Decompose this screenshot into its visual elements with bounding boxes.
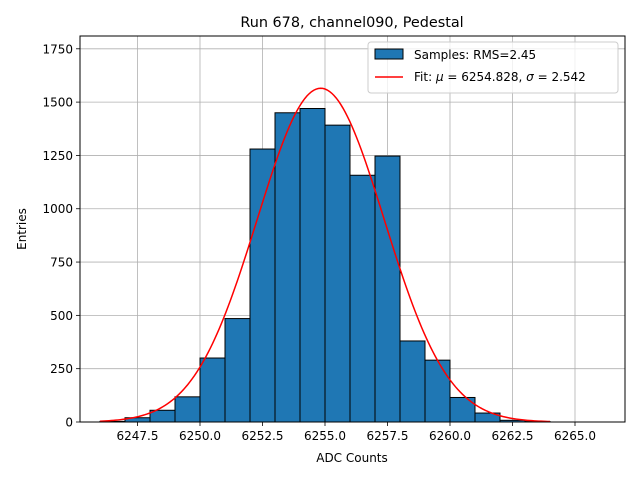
x-tick-label: 6257.5 [367, 429, 409, 443]
legend-histogram-label: Samples: RMS=2.45 [414, 48, 536, 62]
histogram-bar [175, 397, 200, 422]
legend-histogram-swatch [375, 49, 403, 59]
y-tick-label: 500 [50, 309, 73, 323]
y-axis-label: Entries [15, 208, 29, 250]
x-tick-label: 6250.0 [179, 429, 221, 443]
y-tick-label: 1500 [42, 96, 73, 110]
y-tick-label: 1000 [42, 202, 73, 216]
histogram-bar [350, 175, 375, 422]
y-tick-label: 1250 [42, 149, 73, 163]
x-axis-label: ADC Counts [316, 451, 388, 465]
chart-title: Run 678, channel090, Pedestal [240, 15, 463, 31]
x-tick-label: 6260.0 [429, 429, 471, 443]
histogram-bar [250, 149, 275, 422]
y-tick-label: 0 [65, 416, 73, 430]
histogram-bar [200, 358, 225, 422]
histogram-bar [225, 319, 250, 422]
y-tick-label: 750 [50, 256, 73, 270]
legend-fit-label: Fit: μ = 6254.828, σ = 2.542 [414, 70, 586, 84]
y-tick-label: 250 [50, 362, 73, 376]
y-tick-label: 1750 [42, 42, 73, 56]
histogram-bar [275, 113, 300, 422]
histogram-bar [375, 156, 400, 422]
x-tick-label: 6247.5 [117, 429, 159, 443]
x-tick-label: 6252.5 [242, 429, 284, 443]
x-tick-label: 6255.0 [304, 429, 346, 443]
histogram-bar [300, 109, 325, 422]
histogram-bar [325, 125, 350, 422]
histogram-bar [425, 360, 450, 422]
legend: Samples: RMS=2.45 Fit: μ = 6254.828, σ =… [368, 42, 618, 93]
x-tick-label: 6262.5 [492, 429, 534, 443]
x-tick-label: 6265.0 [554, 429, 596, 443]
histogram-bar [400, 341, 425, 422]
